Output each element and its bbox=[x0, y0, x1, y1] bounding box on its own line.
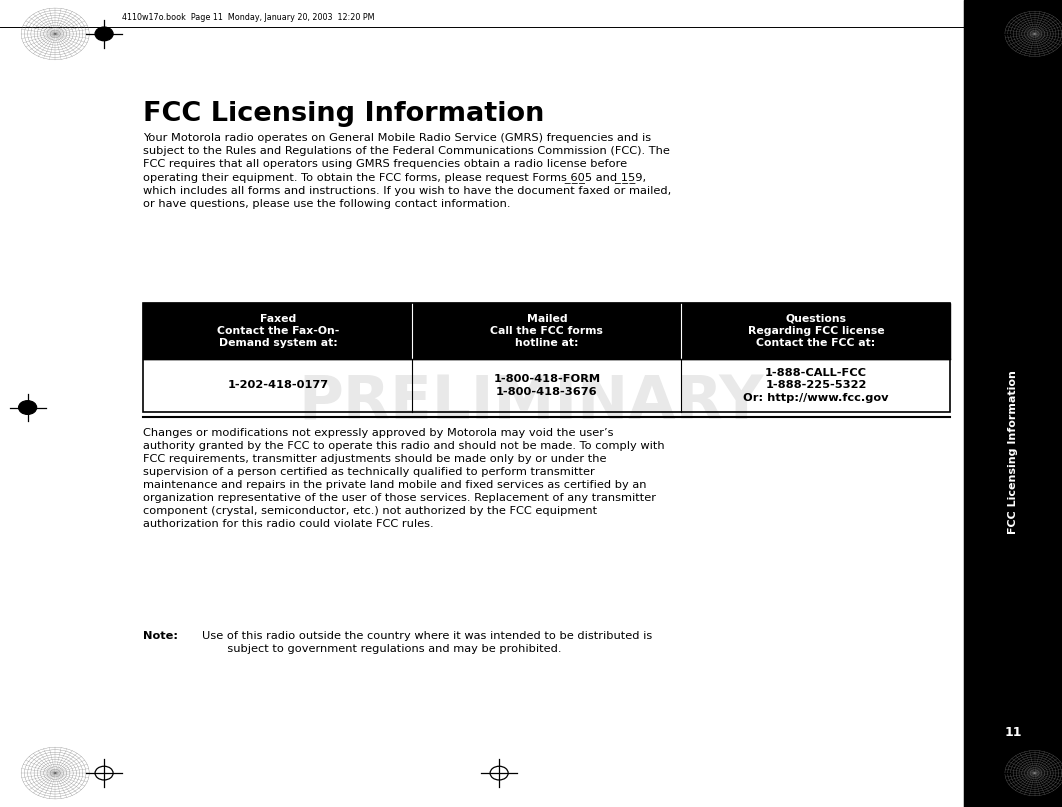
Text: FCC Licensing Information: FCC Licensing Information bbox=[143, 101, 545, 127]
Text: Use of this radio outside the country where it was intended to be distributed is: Use of this radio outside the country wh… bbox=[202, 631, 652, 654]
Circle shape bbox=[18, 400, 36, 415]
Text: Questions
Regarding FCC license
Contact the FCC at:: Questions Regarding FCC license Contact … bbox=[748, 314, 885, 349]
Text: 11: 11 bbox=[1005, 726, 1022, 739]
Text: FCC Licensing Information: FCC Licensing Information bbox=[1008, 370, 1018, 534]
Text: Faxed
Contact the Fax-On-
Demand system at:: Faxed Contact the Fax-On- Demand system … bbox=[217, 314, 339, 349]
Text: Your Motorola radio operates on General Mobile Radio Service (GMRS) frequencies : Your Motorola radio operates on General … bbox=[143, 133, 671, 209]
Text: Changes or modifications not expressly approved by Motorola may void the user’s
: Changes or modifications not expressly a… bbox=[143, 428, 665, 529]
Text: PRELIMINARY: PRELIMINARY bbox=[298, 374, 764, 433]
Bar bbox=[143, 303, 950, 359]
Text: Note:: Note: bbox=[143, 631, 178, 641]
Text: 4110w17o.book  Page 11  Monday, January 20, 2003  12:20 PM: 4110w17o.book Page 11 Monday, January 20… bbox=[122, 13, 375, 22]
Bar bbox=[143, 303, 950, 412]
Circle shape bbox=[96, 27, 113, 40]
Bar bbox=[964, 0, 1062, 807]
Text: 1-202-418-0177: 1-202-418-0177 bbox=[227, 380, 328, 391]
Text: 1-800-418-FORM
1-800-418-3676: 1-800-418-FORM 1-800-418-3676 bbox=[494, 374, 600, 397]
Text: 1-888-CALL-FCC
1-888-225-5322
Or: http://www.fcc.gov: 1-888-CALL-FCC 1-888-225-5322 Or: http:/… bbox=[743, 368, 889, 404]
Text: Mailed
Call the FCC forms
hotline at:: Mailed Call the FCC forms hotline at: bbox=[491, 314, 603, 349]
